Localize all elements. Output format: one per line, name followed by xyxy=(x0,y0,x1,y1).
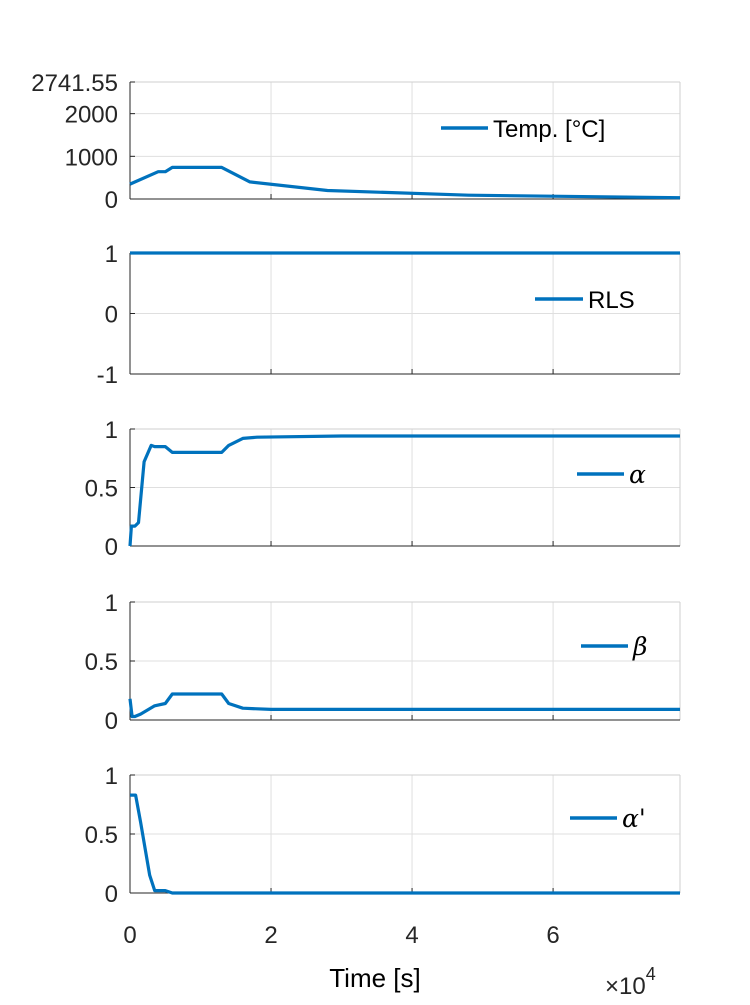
y-tick-label: 0.5 xyxy=(85,822,118,849)
x-tick-label: 0 xyxy=(123,922,136,949)
series-line xyxy=(129,165,681,200)
legend: β xyxy=(581,632,647,661)
legend: α' xyxy=(570,804,646,833)
series-line xyxy=(128,434,680,547)
y-tick-label: 0 xyxy=(105,187,118,214)
panel-3: 0 0.5 1 α xyxy=(85,417,681,561)
y-tick-label: -1 xyxy=(97,362,118,389)
shared-x-axis: Time [s] ×104 xyxy=(329,963,655,1000)
legend-label: β xyxy=(632,632,647,661)
panel-5: 0 0.5 1 α' 0 2 4 6 xyxy=(85,763,681,949)
panel-4: 0 0.5 1 β xyxy=(85,590,681,735)
y-tick-label: 1 xyxy=(105,417,118,444)
legend-label: α' xyxy=(622,804,646,833)
x-tick-label: 2 xyxy=(264,922,277,949)
y-tick-label: 0 xyxy=(105,534,118,561)
x-tick-label: 4 xyxy=(405,922,418,949)
y-tick-label: 0 xyxy=(105,302,118,329)
y-tick-label: 1 xyxy=(105,763,118,790)
legend: α xyxy=(577,460,646,489)
y-tick-label: 1 xyxy=(105,590,118,617)
legend-label: α xyxy=(629,460,646,489)
y-tick-label: 0 xyxy=(105,881,118,908)
y-tick-label: 0.5 xyxy=(85,649,118,676)
series-line xyxy=(130,793,680,895)
panel-2: -1 0 1 RLS xyxy=(97,241,681,389)
x-axis-label: Time [s] xyxy=(329,963,420,993)
panel-1: 0 1000 2000 2741.55 Temp. [°C] xyxy=(31,70,681,214)
plot-area xyxy=(130,82,680,199)
legend: Temp. [°C] xyxy=(441,116,605,143)
y-tick-label: 0.5 xyxy=(85,476,118,503)
legend-label: Temp. [°C] xyxy=(493,116,605,143)
series-line xyxy=(128,692,680,719)
y-tick-label: 0 xyxy=(105,708,118,735)
y-tick-label: 1 xyxy=(105,241,118,268)
y-tick-label: 1000 xyxy=(65,144,118,171)
x-axis-multiplier: ×104 xyxy=(605,964,656,1000)
legend-label: RLS xyxy=(588,287,635,314)
legend: RLS xyxy=(535,287,635,314)
y-tick-label: 2000 xyxy=(65,102,118,129)
x-tick-label: 6 xyxy=(546,922,559,949)
y-tick-label: 2741.55 xyxy=(31,70,118,97)
